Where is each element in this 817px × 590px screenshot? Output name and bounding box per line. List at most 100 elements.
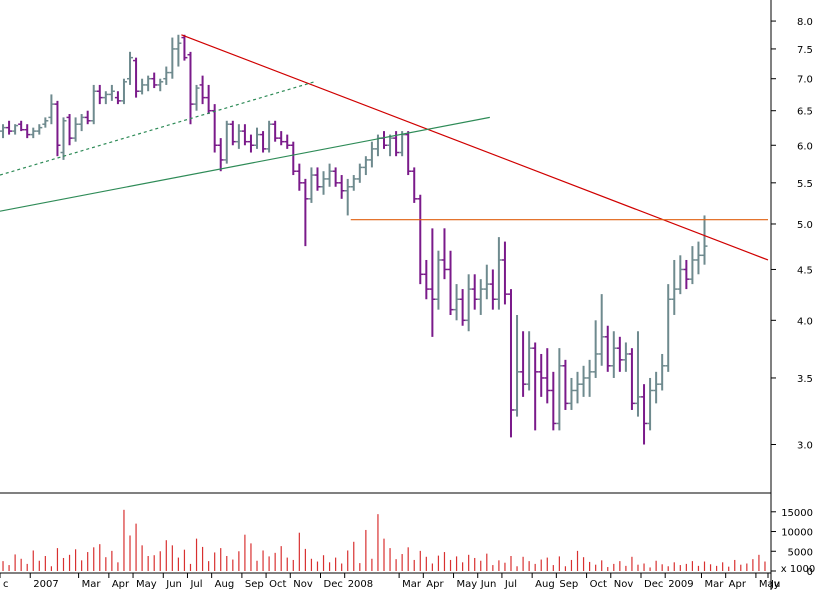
price-y-tick-label: 5.0 <box>797 220 813 231</box>
price-bar <box>556 348 563 431</box>
price-bar <box>665 284 672 372</box>
price-bar <box>532 342 539 431</box>
price-bar <box>653 371 660 404</box>
price-y-tick-label: 6.0 <box>797 141 813 152</box>
price-bar <box>616 336 623 372</box>
price-bar <box>435 250 442 310</box>
x-tick-label: Sep <box>245 579 264 590</box>
price-bar <box>284 134 291 149</box>
x-tick-label: 2009 <box>668 579 693 590</box>
price-bar <box>338 175 345 199</box>
price-bar <box>495 237 502 310</box>
price-bar <box>628 348 635 410</box>
price-bar <box>229 120 236 146</box>
price-bar <box>368 141 375 168</box>
price-bar <box>356 163 363 183</box>
x-tick-label: Mar <box>82 579 102 590</box>
price-bar <box>562 359 569 410</box>
price-bar <box>235 124 242 149</box>
price-bar <box>326 163 333 187</box>
price-bar <box>701 215 708 265</box>
price-bar <box>381 131 387 149</box>
price-bar <box>90 84 97 125</box>
x-tick-label: Jul <box>504 579 517 590</box>
price-bar <box>514 314 521 417</box>
price-bar <box>48 94 55 125</box>
price-bar <box>544 348 551 404</box>
price-bar <box>36 124 43 135</box>
x-tick-label: May <box>759 579 780 590</box>
price-bar <box>453 284 460 321</box>
price-bar <box>641 384 648 445</box>
x-tick-label: Ju <box>770 579 780 590</box>
price-bar <box>187 51 194 125</box>
price-bar <box>580 365 587 397</box>
volume-panel: 15000 10000 5000 0x 1000 <box>2 508 815 578</box>
x-tick-label: Oct <box>269 579 286 590</box>
price-bar <box>477 279 484 315</box>
price-y-tick-label: 6.5 <box>797 107 813 118</box>
price-bar <box>18 120 25 132</box>
price-bar <box>471 274 478 310</box>
price-bar <box>145 75 152 92</box>
x-tick-label: c <box>3 579 9 590</box>
x-tick-label: Sep <box>559 579 578 590</box>
price-bar <box>181 34 188 61</box>
price-bar <box>175 34 182 67</box>
price-bar <box>6 120 13 135</box>
price-bar <box>120 78 127 105</box>
price-bar <box>520 331 527 397</box>
price-bar <box>501 241 508 305</box>
price-bar <box>169 37 176 79</box>
price-bar <box>332 167 339 187</box>
price-bar <box>102 91 109 105</box>
price-bar <box>671 259 678 315</box>
price-bar <box>0 124 7 139</box>
price-bar <box>127 51 134 85</box>
price-bar <box>659 353 666 391</box>
volume-y-tick-label: 15000 <box>781 508 813 519</box>
price-bar <box>483 264 490 300</box>
price-bar <box>217 138 224 172</box>
price-bar <box>272 120 279 142</box>
price-bar <box>157 78 164 92</box>
x-tick-label: Mar <box>402 579 422 590</box>
price-bar <box>683 259 690 290</box>
price-bar <box>139 78 146 95</box>
price-bar <box>592 320 599 378</box>
price-bar <box>459 289 466 326</box>
price-y-axis: 8.0 7.5 7.0 6.5 6.0 5.5 5.0 4.5 4.0 3.5 3.0 <box>771 17 813 452</box>
x-tick-label: 2008 <box>348 579 373 590</box>
price-bar <box>66 114 73 146</box>
price-bar <box>199 75 206 105</box>
price-bar <box>362 156 369 176</box>
price-y-tick-label: 7.0 <box>797 75 813 86</box>
x-tick-label: Oct <box>590 579 607 590</box>
price-bar <box>489 269 496 310</box>
price-bar <box>550 371 557 431</box>
x-tick-label: Aug <box>535 579 555 590</box>
price-y-tick-label: 3.0 <box>797 441 813 452</box>
x-tick-label: Dec <box>644 579 663 590</box>
price-bar <box>526 331 533 391</box>
trendlines <box>0 34 769 261</box>
price-bar <box>302 178 309 247</box>
price-y-tick-label: 5.5 <box>797 179 813 190</box>
x-tick-label: Apr <box>729 579 747 590</box>
price-bar <box>12 124 19 135</box>
price-bar <box>423 259 430 300</box>
price-bar <box>411 167 418 203</box>
volume-y-tick-label: 10000 <box>781 528 813 539</box>
volume-y-axis: 15000 10000 5000 0x 1000 <box>771 508 815 578</box>
x-tick-label: 2007 <box>33 579 58 590</box>
x-tick-label: Aug <box>215 579 235 590</box>
price-bar <box>241 124 248 146</box>
price-bar <box>223 120 230 164</box>
price-bar <box>30 127 37 139</box>
price-bar <box>634 331 641 417</box>
price-bar <box>320 171 327 195</box>
price-y-tick-label: 3.5 <box>797 374 813 385</box>
price-bar <box>133 57 140 98</box>
price-bar <box>387 134 394 157</box>
price-bar <box>308 167 315 203</box>
